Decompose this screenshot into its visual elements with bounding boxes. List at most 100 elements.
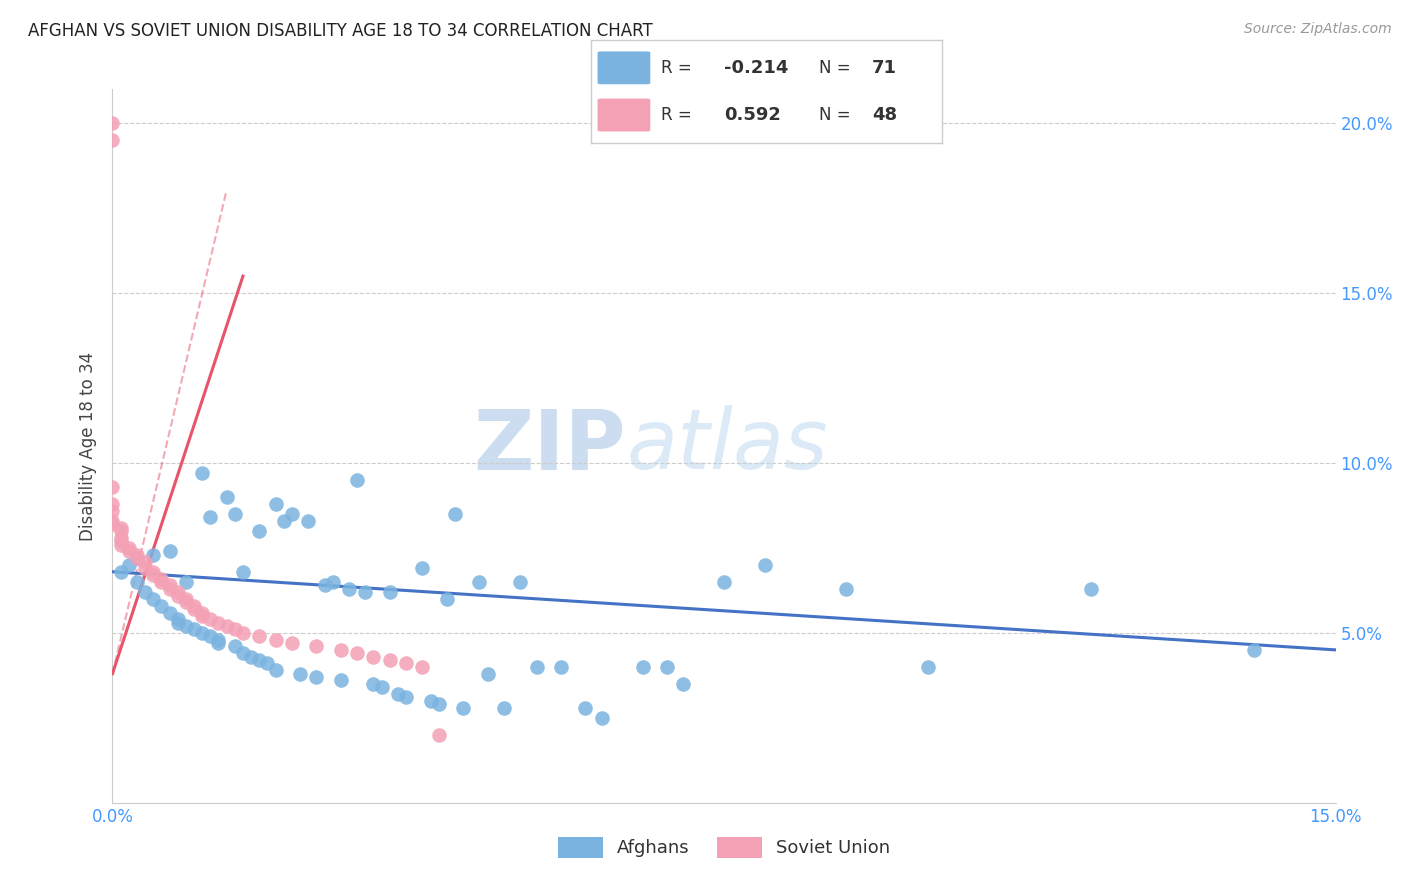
Point bbox=[110, 520, 132, 534]
Point bbox=[346, 646, 368, 660]
Point bbox=[183, 602, 205, 616]
Point bbox=[125, 551, 148, 566]
Point bbox=[125, 548, 148, 562]
Point bbox=[247, 629, 270, 643]
Text: R =: R = bbox=[661, 59, 692, 77]
Point bbox=[574, 700, 596, 714]
Point bbox=[411, 561, 433, 575]
Point bbox=[305, 640, 328, 654]
Point bbox=[370, 680, 392, 694]
Point bbox=[346, 473, 368, 487]
Point bbox=[224, 507, 246, 521]
Point bbox=[191, 466, 214, 480]
Point bbox=[110, 534, 132, 549]
Point bbox=[110, 531, 132, 545]
Point bbox=[183, 599, 205, 613]
Point bbox=[224, 640, 246, 654]
Point bbox=[411, 660, 433, 674]
Point bbox=[191, 606, 214, 620]
Point bbox=[110, 565, 132, 579]
Point bbox=[166, 615, 188, 630]
Point bbox=[329, 673, 352, 688]
Point bbox=[468, 574, 491, 589]
Point bbox=[232, 565, 254, 579]
Point bbox=[200, 629, 222, 643]
Point bbox=[232, 626, 254, 640]
Point bbox=[281, 507, 304, 521]
Point bbox=[159, 578, 181, 592]
Point bbox=[477, 666, 499, 681]
Point bbox=[387, 687, 409, 701]
Text: 0.592: 0.592 bbox=[724, 106, 780, 124]
Text: Source: ZipAtlas.com: Source: ZipAtlas.com bbox=[1244, 22, 1392, 37]
Point bbox=[427, 698, 450, 712]
Point bbox=[378, 653, 401, 667]
Point bbox=[207, 632, 229, 647]
Text: AFGHAN VS SOVIET UNION DISABILITY AGE 18 TO 34 CORRELATION CHART: AFGHAN VS SOVIET UNION DISABILITY AGE 18… bbox=[28, 22, 652, 40]
FancyBboxPatch shape bbox=[598, 52, 650, 84]
Point bbox=[134, 555, 156, 569]
Point bbox=[297, 514, 319, 528]
Point bbox=[134, 585, 156, 599]
Text: atlas: atlas bbox=[626, 406, 828, 486]
Point bbox=[174, 595, 197, 609]
Point bbox=[101, 133, 124, 147]
Y-axis label: Disability Age 18 to 34: Disability Age 18 to 34 bbox=[79, 351, 97, 541]
Point bbox=[142, 568, 165, 582]
Point bbox=[281, 636, 304, 650]
Point bbox=[101, 497, 124, 511]
Point bbox=[101, 514, 124, 528]
Point bbox=[101, 116, 124, 130]
Point bbox=[110, 537, 132, 551]
Point bbox=[142, 548, 165, 562]
Point bbox=[200, 510, 222, 524]
Point bbox=[224, 623, 246, 637]
Point bbox=[264, 663, 287, 677]
Point bbox=[207, 636, 229, 650]
FancyBboxPatch shape bbox=[598, 99, 650, 131]
Point bbox=[183, 623, 205, 637]
Point bbox=[305, 670, 328, 684]
Point bbox=[134, 561, 156, 575]
Point bbox=[166, 612, 188, 626]
Point bbox=[118, 544, 141, 558]
Point bbox=[395, 657, 418, 671]
Point bbox=[191, 608, 214, 623]
Point bbox=[150, 599, 173, 613]
Point bbox=[240, 649, 263, 664]
Point bbox=[159, 606, 181, 620]
Point bbox=[631, 660, 654, 674]
Point bbox=[150, 574, 173, 589]
Point bbox=[264, 497, 287, 511]
Point bbox=[672, 677, 695, 691]
Point bbox=[591, 711, 613, 725]
Point bbox=[174, 619, 197, 633]
Point bbox=[419, 694, 441, 708]
Point bbox=[451, 700, 474, 714]
Point bbox=[150, 572, 173, 586]
Point bbox=[159, 582, 181, 596]
Legend: Afghans, Soviet Union: Afghans, Soviet Union bbox=[550, 830, 898, 865]
Point bbox=[917, 660, 939, 674]
Point bbox=[247, 524, 270, 538]
Text: ZIP: ZIP bbox=[474, 406, 626, 486]
Text: N =: N = bbox=[818, 59, 851, 77]
Point bbox=[200, 612, 222, 626]
Point bbox=[835, 582, 858, 596]
Point bbox=[1243, 643, 1265, 657]
Text: N =: N = bbox=[818, 106, 851, 124]
Text: 71: 71 bbox=[872, 59, 897, 77]
Point bbox=[526, 660, 548, 674]
Point bbox=[444, 507, 467, 521]
Point bbox=[363, 649, 385, 664]
Point bbox=[354, 585, 377, 599]
Point bbox=[509, 574, 531, 589]
Point bbox=[273, 514, 295, 528]
Point bbox=[232, 646, 254, 660]
Point bbox=[363, 677, 385, 691]
Point bbox=[427, 728, 450, 742]
Text: R =: R = bbox=[661, 106, 692, 124]
Point bbox=[288, 666, 311, 681]
Point bbox=[118, 541, 141, 555]
Point bbox=[550, 660, 572, 674]
